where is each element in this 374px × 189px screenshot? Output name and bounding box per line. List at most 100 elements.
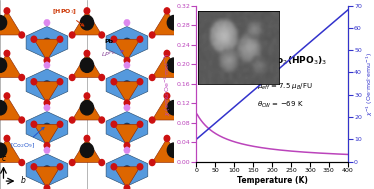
Circle shape (124, 19, 130, 26)
Polygon shape (152, 11, 182, 35)
Circle shape (99, 32, 104, 38)
Circle shape (167, 15, 181, 30)
Circle shape (124, 147, 130, 154)
Circle shape (179, 160, 184, 166)
Text: [Co$_2$O$_9$]: [Co$_2$O$_9$] (10, 127, 44, 150)
Circle shape (149, 160, 155, 166)
Circle shape (31, 79, 37, 85)
Circle shape (57, 121, 63, 127)
Polygon shape (106, 154, 148, 186)
Polygon shape (106, 112, 148, 144)
Text: PbCo$_2$(HPO$_3$)$_3$: PbCo$_2$(HPO$_3$)$_3$ (257, 54, 327, 67)
Polygon shape (26, 69, 68, 101)
Circle shape (123, 81, 131, 89)
Circle shape (111, 79, 117, 85)
Polygon shape (0, 96, 22, 120)
Circle shape (149, 74, 155, 81)
Text: $\theta_{CW}$ = $-$69 K: $\theta_{CW}$ = $-$69 K (257, 100, 304, 110)
Y-axis label: $\chi^{-1}$ (Oe$\cdot$mol$\cdot$emu$^{-1}$): $\chi^{-1}$ (Oe$\cdot$mol$\cdot$emu$^{-1… (365, 52, 374, 116)
Circle shape (4, 135, 10, 141)
Circle shape (84, 8, 90, 14)
Circle shape (43, 81, 51, 89)
Circle shape (19, 117, 25, 123)
Circle shape (149, 117, 155, 123)
Circle shape (179, 74, 184, 81)
Y-axis label: $\chi$ (emu$\cdot$Oe$^{-1}$$\cdot$mol$^{-1}$): $\chi$ (emu$\cdot$Oe$^{-1}$$\cdot$mol$^{… (163, 52, 174, 115)
Circle shape (70, 160, 75, 166)
Polygon shape (72, 11, 102, 35)
Circle shape (19, 32, 25, 38)
Circle shape (44, 147, 50, 154)
Circle shape (124, 104, 130, 111)
Circle shape (164, 93, 170, 99)
Polygon shape (114, 124, 140, 146)
Circle shape (80, 15, 94, 30)
Polygon shape (106, 69, 148, 101)
Circle shape (137, 164, 143, 170)
Circle shape (57, 36, 63, 42)
Circle shape (19, 74, 25, 81)
Polygon shape (34, 82, 60, 103)
Circle shape (84, 50, 90, 56)
Circle shape (43, 38, 51, 47)
Circle shape (124, 62, 130, 69)
Polygon shape (114, 167, 140, 188)
Circle shape (179, 32, 184, 38)
Polygon shape (0, 138, 22, 163)
Circle shape (19, 160, 25, 166)
Circle shape (43, 123, 51, 132)
Circle shape (123, 166, 131, 174)
Circle shape (164, 8, 170, 14)
Polygon shape (114, 39, 140, 60)
Circle shape (44, 19, 50, 26)
Polygon shape (114, 82, 140, 103)
Circle shape (164, 50, 170, 56)
Polygon shape (34, 39, 60, 60)
Circle shape (124, 185, 130, 189)
Polygon shape (34, 124, 60, 146)
Circle shape (84, 135, 90, 141)
Circle shape (70, 117, 75, 123)
Circle shape (123, 123, 131, 132)
Circle shape (124, 57, 130, 64)
Circle shape (137, 36, 143, 42)
Polygon shape (26, 112, 68, 144)
Circle shape (4, 93, 10, 99)
Circle shape (0, 143, 7, 157)
Circle shape (137, 121, 143, 127)
Circle shape (4, 8, 10, 14)
Circle shape (70, 32, 75, 38)
Circle shape (44, 57, 50, 64)
X-axis label: Temperature (K): Temperature (K) (237, 176, 307, 185)
Polygon shape (0, 53, 22, 77)
Polygon shape (26, 154, 68, 186)
Circle shape (0, 15, 7, 30)
Circle shape (70, 74, 75, 81)
Circle shape (164, 135, 170, 141)
Circle shape (31, 164, 37, 170)
Circle shape (4, 50, 10, 56)
Circle shape (123, 38, 131, 47)
Circle shape (179, 117, 184, 123)
Circle shape (137, 79, 143, 85)
Text: [HPO$_3$]: [HPO$_3$] (52, 7, 84, 26)
Polygon shape (34, 167, 60, 188)
Circle shape (167, 101, 181, 115)
Circle shape (167, 58, 181, 72)
Circle shape (149, 32, 155, 38)
Circle shape (44, 143, 50, 149)
Circle shape (80, 58, 94, 72)
Circle shape (0, 101, 7, 115)
Circle shape (44, 104, 50, 111)
Circle shape (99, 160, 104, 166)
Circle shape (167, 143, 181, 157)
Circle shape (80, 101, 94, 115)
Text: $LP^{Pb}$: $LP^{Pb}$ (101, 50, 123, 59)
Circle shape (44, 62, 50, 69)
Circle shape (43, 166, 51, 174)
Circle shape (124, 143, 130, 149)
Polygon shape (106, 26, 148, 59)
Circle shape (31, 36, 37, 42)
Circle shape (0, 58, 7, 72)
Text: $\mu_{eff}$ = 7.5 $\mu_B$/FU: $\mu_{eff}$ = 7.5 $\mu_B$/FU (257, 81, 313, 91)
